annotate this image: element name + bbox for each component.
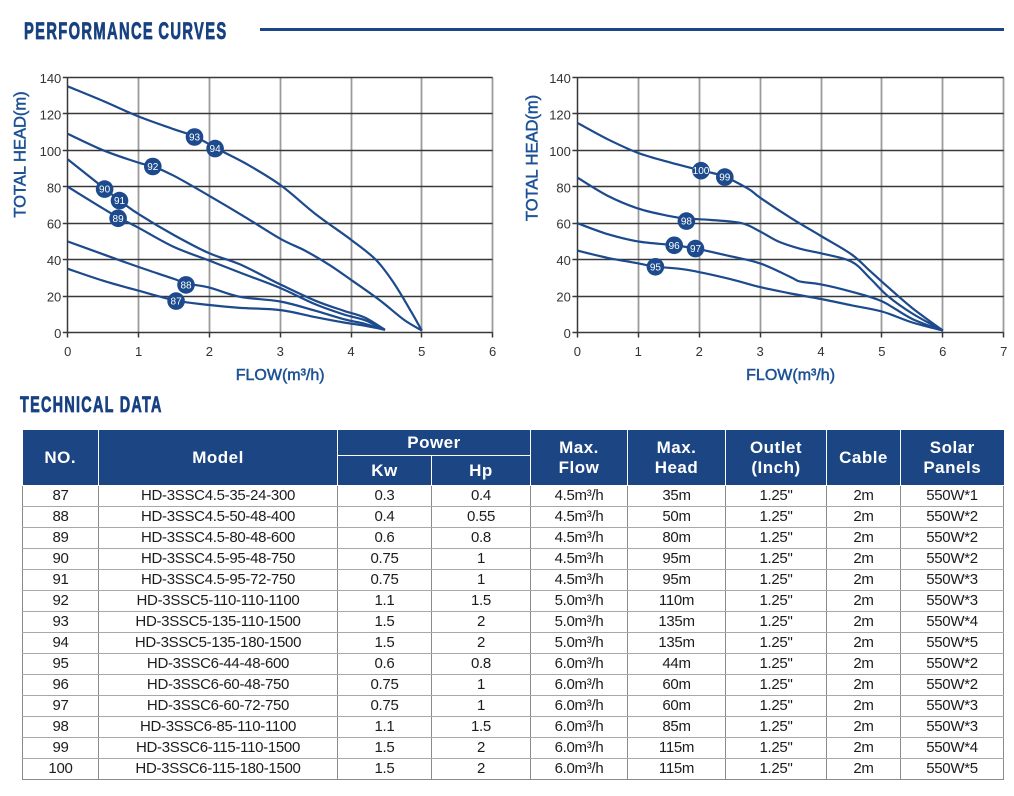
- svg-text:TOTAL HEAD(m): TOTAL HEAD(m): [523, 95, 541, 221]
- svg-text:80: 80: [47, 180, 61, 195]
- svg-text:140: 140: [40, 71, 62, 86]
- svg-text:92: 92: [147, 162, 159, 173]
- svg-text:120: 120: [549, 107, 571, 122]
- svg-text:2: 2: [696, 344, 703, 359]
- svg-text:3: 3: [756, 344, 763, 359]
- svg-text:90: 90: [99, 185, 111, 196]
- svg-text:93: 93: [189, 133, 201, 144]
- svg-text:80: 80: [556, 180, 570, 195]
- svg-text:87: 87: [171, 297, 183, 308]
- svg-text:6: 6: [489, 344, 496, 359]
- svg-text:120: 120: [40, 107, 62, 122]
- svg-text:0: 0: [64, 344, 71, 359]
- svg-text:100: 100: [40, 144, 62, 159]
- svg-text:1: 1: [135, 344, 142, 359]
- svg-text:91: 91: [114, 196, 126, 207]
- svg-text:88: 88: [180, 280, 192, 291]
- svg-text:0: 0: [574, 344, 581, 359]
- svg-text:6: 6: [939, 344, 946, 359]
- svg-text:140: 140: [549, 71, 571, 86]
- svg-text:FLOW(m³/h): FLOW(m³/h): [236, 367, 325, 384]
- svg-text:94: 94: [210, 144, 222, 155]
- svg-text:60: 60: [47, 217, 61, 232]
- svg-text:5: 5: [418, 344, 425, 359]
- svg-text:89: 89: [113, 214, 125, 225]
- svg-text:40: 40: [47, 253, 61, 268]
- svg-text:0: 0: [54, 326, 61, 341]
- svg-text:7: 7: [1000, 344, 1007, 359]
- svg-text:97: 97: [690, 244, 702, 255]
- svg-text:0: 0: [564, 326, 571, 341]
- svg-text:4: 4: [817, 344, 824, 359]
- svg-text:60: 60: [556, 217, 570, 232]
- svg-text:20: 20: [556, 290, 570, 305]
- svg-text:4: 4: [347, 344, 354, 359]
- svg-text:3: 3: [277, 344, 284, 359]
- svg-text:100: 100: [693, 166, 710, 177]
- svg-text:5: 5: [878, 344, 885, 359]
- svg-text:98: 98: [681, 217, 693, 228]
- svg-text:20: 20: [47, 290, 61, 305]
- svg-text:TOTAL HEAD(m): TOTAL HEAD(m): [12, 91, 30, 217]
- svg-text:FLOW(m³/h): FLOW(m³/h): [746, 367, 835, 384]
- svg-text:40: 40: [556, 253, 570, 268]
- svg-text:95: 95: [650, 262, 662, 273]
- svg-text:1: 1: [635, 344, 642, 359]
- svg-text:99: 99: [719, 173, 731, 184]
- svg-text:96: 96: [669, 241, 681, 252]
- svg-text:2: 2: [206, 344, 213, 359]
- svg-text:100: 100: [549, 144, 571, 159]
